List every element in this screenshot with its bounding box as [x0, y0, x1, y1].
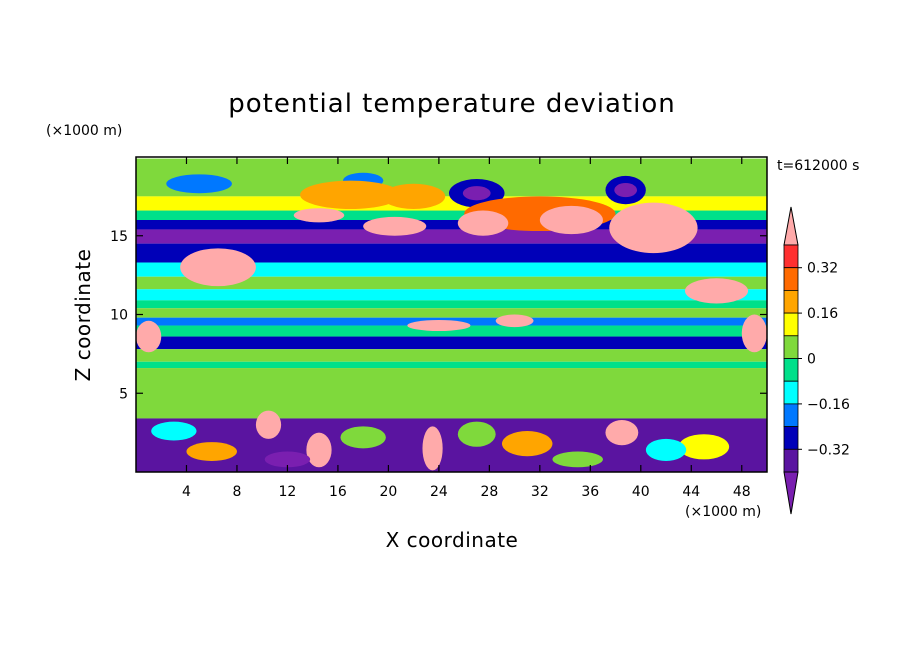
contour-feature — [422, 426, 443, 471]
y-tick-label: 5 — [119, 386, 128, 402]
y-axis: 5 10 15 — [110, 229, 767, 402]
contour-field — [136, 158, 767, 472]
x-tick-label: 28 — [480, 484, 498, 500]
contour-feature — [255, 410, 282, 439]
colorbar-box — [783, 312, 799, 337]
contour-feature — [151, 421, 197, 441]
colorbar-tick-label: −0.16 — [807, 397, 850, 413]
contour-feature — [539, 205, 603, 235]
contour-band — [136, 325, 767, 337]
contour-feature — [609, 202, 698, 254]
contour-feature — [382, 183, 446, 209]
y-tick-label: 15 — [110, 229, 128, 245]
contour-band — [136, 289, 767, 301]
x-tick-label: 40 — [632, 484, 650, 500]
x-tick-label: 20 — [379, 484, 397, 500]
contour-feature — [501, 431, 553, 457]
colorbar-box — [783, 403, 799, 427]
contour-band — [136, 229, 767, 244]
contour-feature — [605, 420, 639, 446]
contour-band — [136, 361, 767, 369]
contour-feature — [741, 314, 767, 353]
contour-feature — [293, 208, 345, 223]
contour-feature — [300, 180, 402, 209]
contour-feature — [363, 216, 427, 236]
x-tick-label: 16 — [329, 484, 347, 500]
contour-feature — [180, 248, 256, 287]
contour-band — [136, 336, 767, 350]
contour-feature — [407, 320, 471, 332]
contour-band — [136, 262, 767, 277]
contour-band — [136, 300, 767, 309]
colorbar-box — [783, 267, 799, 291]
y-axis-label: Z coordinate — [71, 249, 95, 382]
contour-feature — [684, 278, 749, 304]
colorbar-box — [783, 426, 799, 450]
x-axis-label: X coordinate — [386, 528, 519, 552]
x-axis: 4 8 12 16 20 24 28 32 36 40 44 48 — [182, 157, 751, 500]
x-tick-label: 36 — [581, 484, 599, 500]
contour-feature — [457, 210, 509, 236]
colorbar-tick-label: 0 — [807, 352, 816, 368]
contour-feature — [495, 314, 534, 328]
contour-feature — [264, 451, 311, 468]
contour-feature — [166, 174, 232, 194]
colorbar-box — [783, 244, 799, 269]
contour-feature — [462, 186, 491, 201]
colorbar: 0.32 0.16 0 −0.16 −0.32 — [783, 206, 850, 515]
x-tick-label: 8 — [232, 484, 241, 500]
colorbar-box — [783, 380, 799, 405]
contour-feature — [552, 451, 603, 468]
contour-band — [136, 349, 767, 362]
contour-band — [136, 243, 767, 263]
x-tick-label: 4 — [182, 484, 191, 500]
contour-feature — [340, 426, 386, 449]
colorbar-tick-label: −0.32 — [807, 442, 850, 458]
colorbar-box — [783, 448, 799, 473]
contour-feature — [457, 421, 496, 447]
contour-feature — [645, 438, 687, 461]
contour-band — [136, 368, 767, 419]
contour-feature — [678, 434, 730, 460]
colorbar-top-arrow — [783, 206, 799, 246]
x-axis-unit: (×1000 m) — [685, 504, 761, 520]
y-tick-label: 10 — [110, 308, 128, 324]
contour-band — [136, 220, 767, 230]
colorbar-box — [783, 358, 799, 382]
x-tick-label: 12 — [279, 484, 297, 500]
x-tick-label: 24 — [430, 484, 448, 500]
chart-title: potential temperature deviation — [228, 89, 675, 119]
contour-band — [136, 276, 767, 290]
colorbar-box — [783, 289, 799, 314]
contour-feature — [136, 320, 162, 353]
contour-band — [136, 210, 767, 220]
x-tick-label: 44 — [682, 484, 700, 500]
colorbar-tick-label: 0.16 — [807, 306, 838, 322]
contour-feature — [306, 432, 332, 468]
y-axis-unit: (×1000 m) — [46, 123, 122, 139]
x-tick-label: 48 — [733, 484, 751, 500]
colorbar-box — [783, 335, 799, 359]
colorbar-tick-label: 0.32 — [807, 261, 838, 277]
contour-feature — [614, 182, 638, 198]
contour-band — [136, 308, 767, 318]
x-tick-label: 32 — [531, 484, 549, 500]
contour-feature — [186, 442, 237, 461]
time-label: t=612000 s — [777, 158, 859, 174]
colorbar-bottom-arrow — [783, 471, 799, 515]
